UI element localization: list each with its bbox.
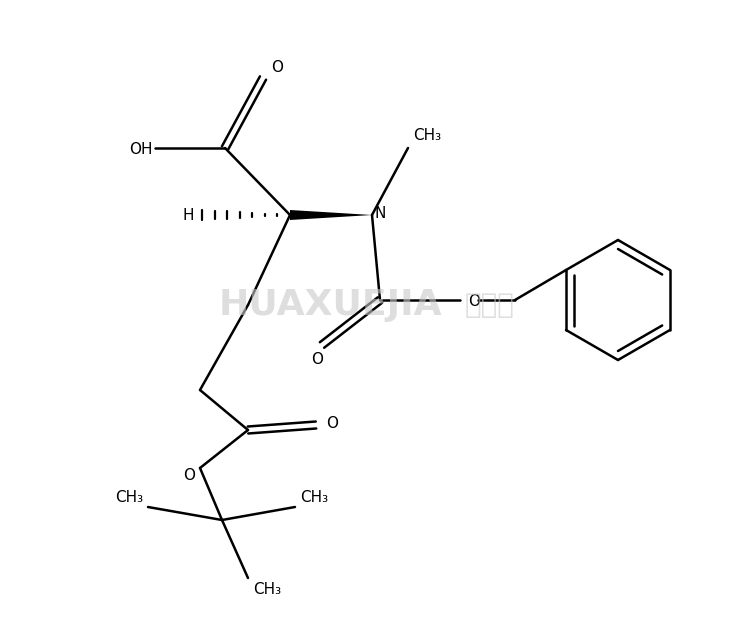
Text: CH₃: CH₃ <box>115 489 143 504</box>
Text: N: N <box>375 206 387 220</box>
Text: CH₃: CH₃ <box>253 582 281 597</box>
Text: CH₃: CH₃ <box>413 129 441 143</box>
Text: O: O <box>183 468 195 484</box>
Polygon shape <box>290 210 372 220</box>
Text: O: O <box>311 351 323 366</box>
Text: 化学加: 化学加 <box>465 291 515 319</box>
Text: O: O <box>271 60 283 76</box>
Text: H: H <box>183 209 194 224</box>
Text: OH: OH <box>130 142 153 156</box>
Text: CH₃: CH₃ <box>300 489 328 504</box>
Text: O: O <box>468 294 480 309</box>
Text: O: O <box>326 415 338 430</box>
Text: HUAXUEJIA: HUAXUEJIA <box>218 288 442 322</box>
